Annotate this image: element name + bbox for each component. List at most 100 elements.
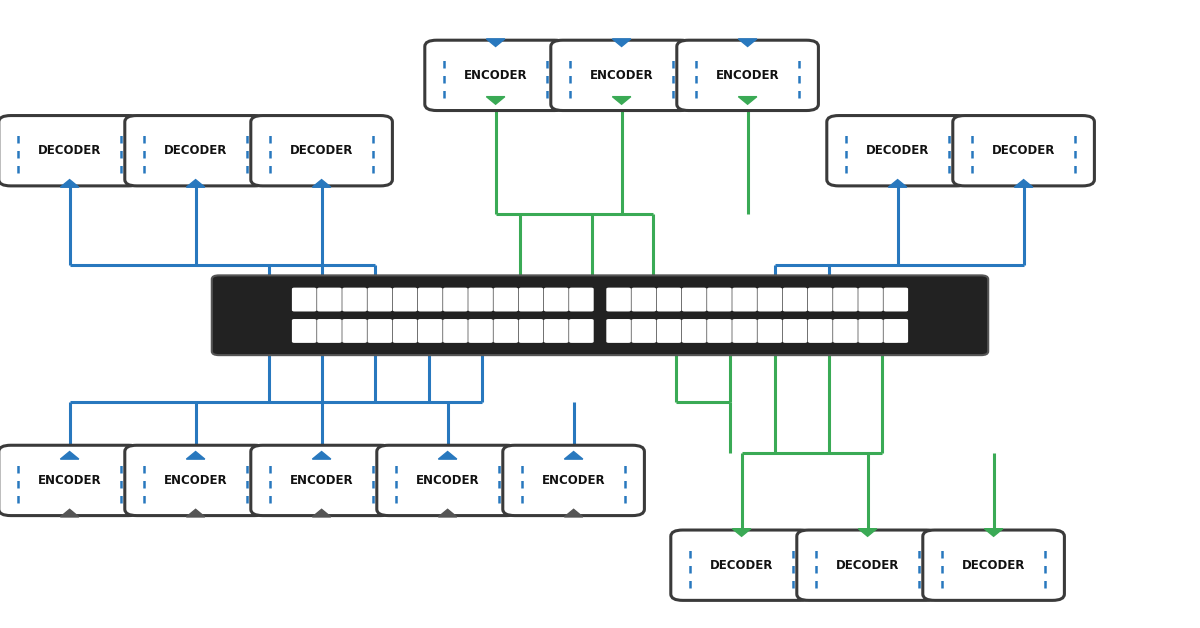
FancyBboxPatch shape — [518, 319, 544, 343]
FancyBboxPatch shape — [808, 288, 833, 311]
Text: DECODER: DECODER — [164, 144, 227, 157]
Text: DECODER: DECODER — [962, 559, 1025, 571]
Polygon shape — [738, 97, 757, 104]
FancyBboxPatch shape — [342, 319, 367, 343]
Text: DECODER: DECODER — [836, 559, 899, 571]
Polygon shape — [1014, 180, 1033, 187]
FancyBboxPatch shape — [606, 288, 631, 311]
FancyBboxPatch shape — [833, 319, 858, 343]
FancyBboxPatch shape — [631, 319, 656, 343]
Text: ENCODER: ENCODER — [163, 474, 228, 487]
FancyBboxPatch shape — [392, 288, 418, 311]
Polygon shape — [438, 452, 457, 459]
Polygon shape — [564, 452, 583, 459]
FancyBboxPatch shape — [606, 319, 631, 343]
FancyBboxPatch shape — [377, 445, 518, 516]
FancyBboxPatch shape — [732, 288, 757, 311]
FancyBboxPatch shape — [858, 288, 883, 311]
Polygon shape — [888, 180, 907, 187]
Polygon shape — [438, 509, 457, 517]
FancyBboxPatch shape — [251, 445, 392, 516]
FancyBboxPatch shape — [317, 319, 342, 343]
Polygon shape — [312, 180, 331, 187]
FancyBboxPatch shape — [682, 319, 707, 343]
Polygon shape — [60, 180, 79, 187]
Text: ENCODER: ENCODER — [589, 69, 654, 82]
FancyBboxPatch shape — [797, 530, 938, 600]
FancyBboxPatch shape — [125, 445, 266, 516]
FancyBboxPatch shape — [631, 288, 656, 311]
Polygon shape — [312, 509, 331, 517]
FancyBboxPatch shape — [493, 288, 518, 311]
Polygon shape — [612, 97, 631, 104]
FancyBboxPatch shape — [707, 319, 732, 343]
FancyBboxPatch shape — [677, 40, 818, 111]
Polygon shape — [186, 180, 205, 187]
Text: DECODER: DECODER — [866, 144, 929, 157]
FancyBboxPatch shape — [883, 288, 908, 311]
FancyBboxPatch shape — [211, 275, 989, 355]
FancyBboxPatch shape — [782, 288, 808, 311]
FancyBboxPatch shape — [518, 288, 544, 311]
FancyBboxPatch shape — [503, 445, 644, 516]
Text: ENCODER: ENCODER — [415, 474, 480, 487]
FancyBboxPatch shape — [551, 40, 692, 111]
FancyBboxPatch shape — [833, 288, 858, 311]
FancyBboxPatch shape — [953, 116, 1094, 186]
FancyBboxPatch shape — [292, 288, 317, 311]
FancyBboxPatch shape — [392, 319, 418, 343]
Polygon shape — [60, 509, 79, 517]
FancyBboxPatch shape — [569, 319, 594, 343]
FancyBboxPatch shape — [656, 288, 682, 311]
Polygon shape — [60, 452, 79, 459]
Polygon shape — [732, 529, 751, 536]
FancyBboxPatch shape — [418, 319, 443, 343]
FancyBboxPatch shape — [317, 288, 342, 311]
FancyBboxPatch shape — [342, 288, 367, 311]
FancyBboxPatch shape — [544, 288, 569, 311]
FancyBboxPatch shape — [425, 40, 566, 111]
FancyBboxPatch shape — [923, 530, 1064, 600]
FancyBboxPatch shape — [468, 288, 493, 311]
FancyBboxPatch shape — [0, 116, 140, 186]
Polygon shape — [312, 452, 331, 459]
Text: ENCODER: ENCODER — [463, 69, 528, 82]
Text: DECODER: DECODER — [992, 144, 1055, 157]
FancyBboxPatch shape — [883, 319, 908, 343]
FancyBboxPatch shape — [808, 319, 833, 343]
Text: DECODER: DECODER — [38, 144, 101, 157]
Polygon shape — [486, 39, 505, 46]
Text: ENCODER: ENCODER — [37, 474, 102, 487]
Text: ENCODER: ENCODER — [289, 474, 354, 487]
FancyBboxPatch shape — [367, 288, 392, 311]
FancyBboxPatch shape — [292, 319, 317, 343]
FancyBboxPatch shape — [757, 288, 782, 311]
Text: DECODER: DECODER — [290, 144, 353, 157]
FancyBboxPatch shape — [732, 319, 757, 343]
FancyBboxPatch shape — [656, 319, 682, 343]
Polygon shape — [612, 39, 631, 46]
FancyBboxPatch shape — [468, 319, 493, 343]
Polygon shape — [858, 529, 877, 536]
FancyBboxPatch shape — [757, 319, 782, 343]
FancyBboxPatch shape — [858, 319, 883, 343]
Polygon shape — [486, 97, 505, 104]
FancyBboxPatch shape — [671, 530, 812, 600]
FancyBboxPatch shape — [544, 319, 569, 343]
Polygon shape — [564, 509, 583, 517]
Polygon shape — [984, 529, 1003, 536]
Text: DECODER: DECODER — [710, 559, 773, 571]
FancyBboxPatch shape — [827, 116, 968, 186]
FancyBboxPatch shape — [782, 319, 808, 343]
Text: ENCODER: ENCODER — [541, 474, 606, 487]
Text: ENCODER: ENCODER — [715, 69, 780, 82]
FancyBboxPatch shape — [569, 288, 594, 311]
FancyBboxPatch shape — [443, 288, 468, 311]
FancyBboxPatch shape — [367, 319, 392, 343]
FancyBboxPatch shape — [0, 445, 140, 516]
FancyBboxPatch shape — [418, 288, 443, 311]
Polygon shape — [186, 509, 205, 517]
FancyBboxPatch shape — [443, 319, 468, 343]
FancyBboxPatch shape — [125, 116, 266, 186]
FancyBboxPatch shape — [707, 288, 732, 311]
